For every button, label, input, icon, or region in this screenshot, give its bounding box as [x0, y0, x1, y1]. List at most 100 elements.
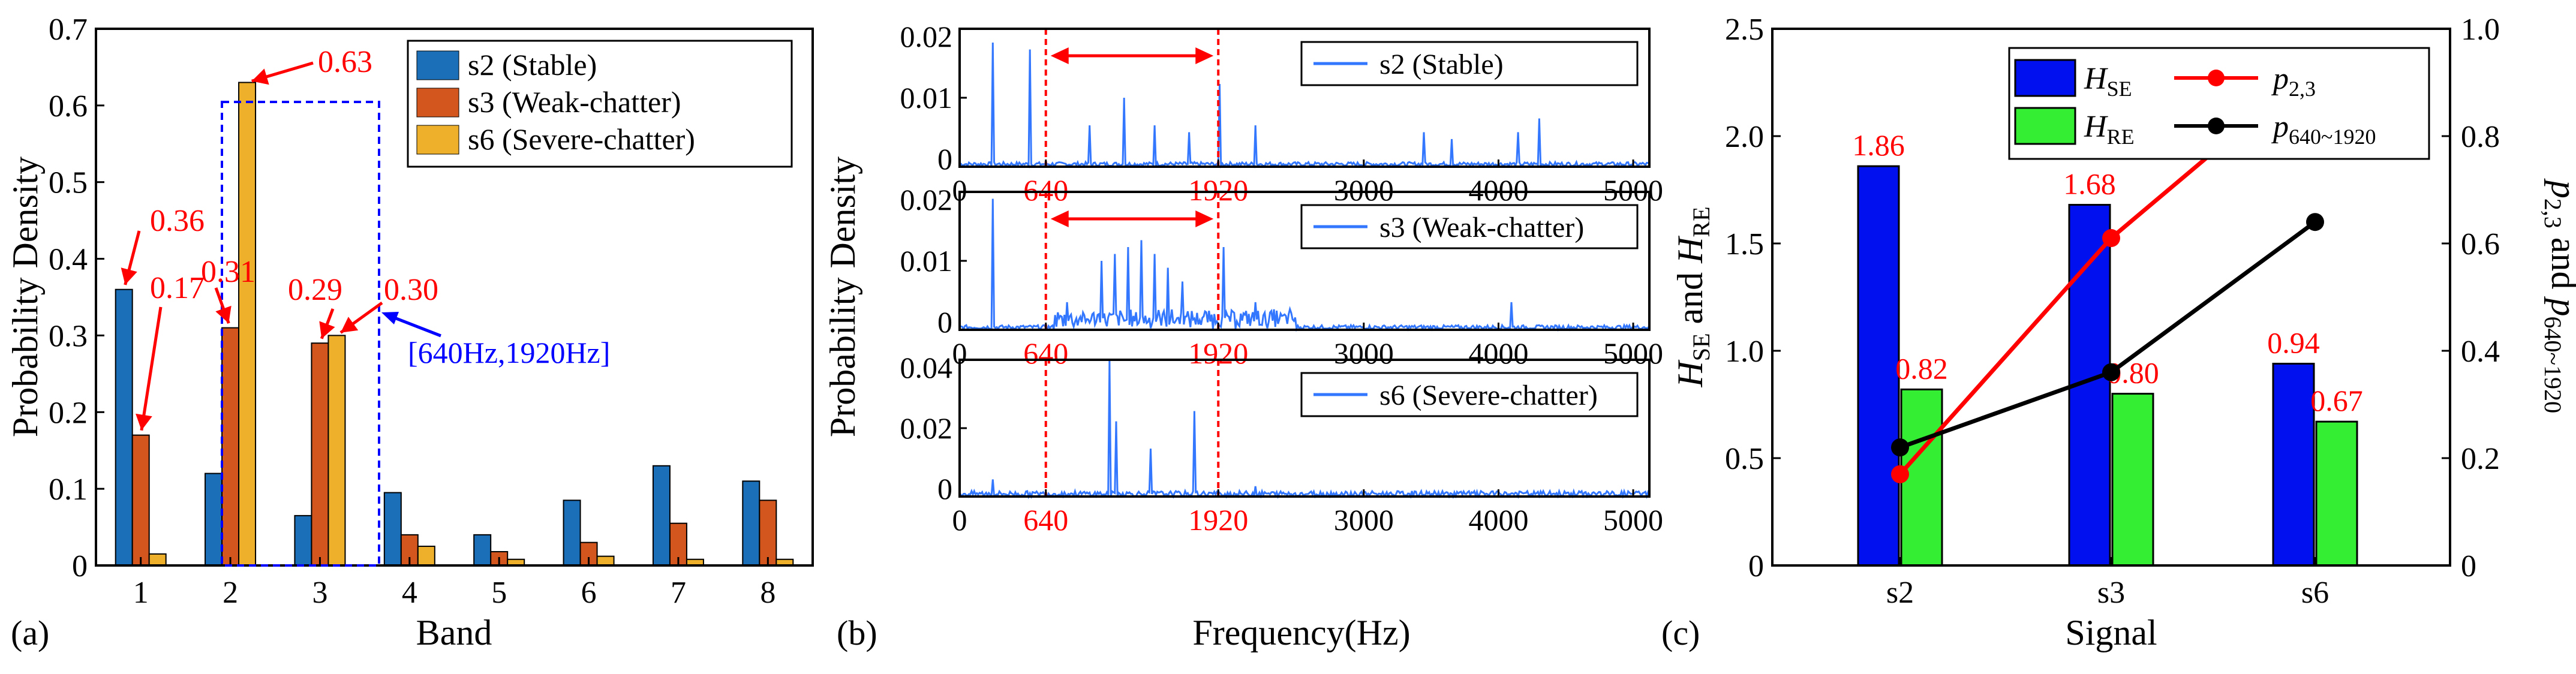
panel-a-xtick-label: 1	[133, 576, 149, 610]
legend-label-p640: p640~1920	[2271, 110, 2376, 149]
panel-c-xtick-label: s6	[2301, 576, 2329, 610]
annotation-arrowhead	[121, 267, 137, 285]
panel-a-ytick-label: 0.6	[49, 89, 88, 124]
panel-a-ytick-label: 0.7	[49, 13, 88, 47]
spectrum-xtick-label: 1920	[1188, 503, 1248, 537]
panel-c-xtick-label: s3	[2097, 576, 2125, 610]
bar-value-label: 0.94	[2267, 326, 2320, 359]
panel-c-letter: (c)	[1661, 613, 1700, 652]
highlight-arrowhead	[381, 312, 399, 324]
legend-swatch-hse	[2014, 59, 2076, 97]
spectrum-line	[958, 359, 1651, 500]
spectrum-xtick-label: 5000	[1603, 503, 1663, 537]
line-point-p_640~1920	[2102, 363, 2120, 381]
spectrum-xtick-label: 5000	[1603, 173, 1663, 207]
band-arrowhead-left	[1050, 47, 1069, 64]
bar-s3-band-3	[311, 342, 329, 566]
bar-value-label: 1.68	[2063, 167, 2116, 201]
spectrum-subplot-3: 0 0.02 0.04 0 640 1920 3000 4000 5000 s6 (Severe-…	[900, 351, 1664, 537]
bar-s2-band-8	[742, 480, 761, 566]
bar-value-label: 0.82	[1895, 351, 1948, 385]
spectrum-ytick-label: 0	[937, 472, 952, 506]
bar-value-label: 0.67	[2310, 384, 2363, 417]
panel-c-y2tick-label: 0.6	[2461, 227, 2500, 261]
bar-s2-band-4	[383, 492, 402, 566]
bar-s6-band-6	[596, 555, 615, 567]
panel-a-xtick-label: 8	[760, 576, 775, 610]
panel-c-y2tick-label: 1.0	[2461, 13, 2500, 47]
spectrum-ytick-label: 0	[937, 142, 952, 176]
legend-marker-p640	[2208, 118, 2225, 134]
bar-s2-band-5	[473, 534, 492, 566]
line-point-p_640~1920	[2306, 213, 2324, 231]
panel-a-ytick-label: 0.3	[49, 319, 88, 353]
bar-H_RE-s6	[2315, 420, 2358, 567]
bar-H_SE-s2	[1857, 165, 1900, 567]
panel-a-axes-frame	[95, 28, 814, 567]
bar-s6-band-3	[327, 335, 346, 567]
panel-b: 0 0.01 0.02 0 640 1920 3000 4000 5000 s2 (Stable)…	[823, 20, 1663, 652]
annotation-arrowhead	[251, 68, 269, 85]
panel-a-xtick-label: 5	[491, 576, 507, 610]
panel-a-ytick-label: 0.4	[49, 243, 88, 277]
panel-c-y2tick-label: 0	[2461, 549, 2476, 583]
annotation-arrowhead	[340, 317, 359, 333]
line-point-p_640~1920	[1891, 438, 1909, 457]
panel-c-ytick-label: 0	[1748, 549, 1764, 583]
annotation-label: 0.31	[201, 255, 256, 289]
bar-s6-band-1	[148, 553, 167, 566]
annotation-label: 0.63	[318, 45, 372, 79]
bar-s2-band-1	[115, 288, 133, 566]
spectrum-ytick-label: 0.01	[900, 81, 953, 115]
panel-a-ytick-label: 0.2	[49, 396, 88, 430]
band-arrowhead-left	[1050, 210, 1069, 227]
panel-c-y2tick-label: 0.8	[2461, 120, 2500, 154]
spectrum-xtick-label: 3000	[1334, 503, 1394, 537]
spectrum-xtick-label: 3000	[1334, 173, 1394, 207]
bar-H_RE-s3	[2111, 393, 2154, 567]
panel-a-xtick-label: 3	[312, 576, 327, 610]
spectrum-xtick-label: 4000	[1468, 173, 1528, 207]
spectrum-ytick-label: 0.02	[900, 20, 953, 53]
panel-c-ytick-label: 1.0	[1725, 335, 1764, 369]
annotation-arrowhead	[136, 413, 152, 431]
spectrum-xtick-label: 5000	[1603, 336, 1663, 370]
spectrum-line	[959, 198, 1651, 332]
panel-c-xtick-label: s2	[1886, 576, 1914, 610]
panel-c-ylabel-right: p2,3 and p640~1920	[2539, 178, 2576, 413]
legend-label-s3: s3 (Weak-chatter)	[468, 85, 681, 119]
panel-a-ylabel: Probability Density	[5, 157, 45, 437]
panel-a-xtick-label: 4	[402, 576, 417, 610]
legend-label-s6: s6 (Severe-chatter)	[468, 122, 695, 156]
spectrum-legend-label: s3 (Weak-chatter)	[1379, 212, 1584, 243]
highlight-band-label: [640Hz,1920Hz]	[408, 336, 610, 369]
highlight-band-box	[221, 101, 380, 567]
spectrum-ytick-label: 0.02	[900, 183, 953, 216]
bar-s6-band-2	[238, 82, 257, 566]
panel-a-ytick-label: 0.5	[49, 166, 88, 200]
spectrum-xtick-label: 640	[1023, 503, 1068, 537]
spectrum-xtick-label: 1920	[1188, 173, 1248, 207]
spectrum-ytick-label: 0	[937, 305, 952, 339]
panel-c-xlabel: Signal	[2065, 613, 2157, 652]
panel-c-ytick-label: 0.5	[1725, 442, 1764, 476]
spectrum-ytick-label: 0.02	[900, 411, 953, 445]
panel-c-y2tick-label: 0.4	[2461, 335, 2500, 369]
legend-marker-p23	[2208, 70, 2225, 86]
panel-b-xlabel: Frequency(Hz)	[1192, 613, 1410, 652]
annotation-arrowhead	[319, 321, 335, 339]
bar-s2-band-7	[652, 465, 671, 566]
bar-s6-band-4	[417, 546, 435, 566]
legend-swatch-s6	[416, 125, 459, 155]
spectrum-xtick-label: 0	[952, 503, 967, 537]
spectrum-xtick-label: 4000	[1468, 336, 1528, 370]
annotation-label: 0.30	[384, 273, 438, 307]
annotation-label: 0.36	[150, 204, 205, 238]
legend-swatch-s3	[416, 88, 459, 118]
bar-s3-band-1	[131, 434, 150, 567]
panel-c-y2tick-label: 0.2	[2461, 442, 2500, 476]
panel-a-letter: (a)	[11, 613, 49, 652]
panel-c-ylabel-left: HSE and HRE	[1670, 206, 1715, 387]
